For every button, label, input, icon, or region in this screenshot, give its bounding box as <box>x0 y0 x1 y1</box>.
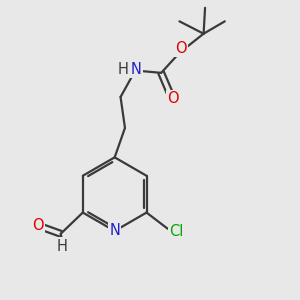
Text: H: H <box>118 62 128 77</box>
Text: H: H <box>57 238 68 253</box>
Text: O: O <box>167 91 179 106</box>
Text: N: N <box>131 62 142 77</box>
Text: Cl: Cl <box>169 224 183 238</box>
Text: N: N <box>109 224 120 238</box>
Text: O: O <box>175 40 186 56</box>
Text: O: O <box>32 218 44 233</box>
